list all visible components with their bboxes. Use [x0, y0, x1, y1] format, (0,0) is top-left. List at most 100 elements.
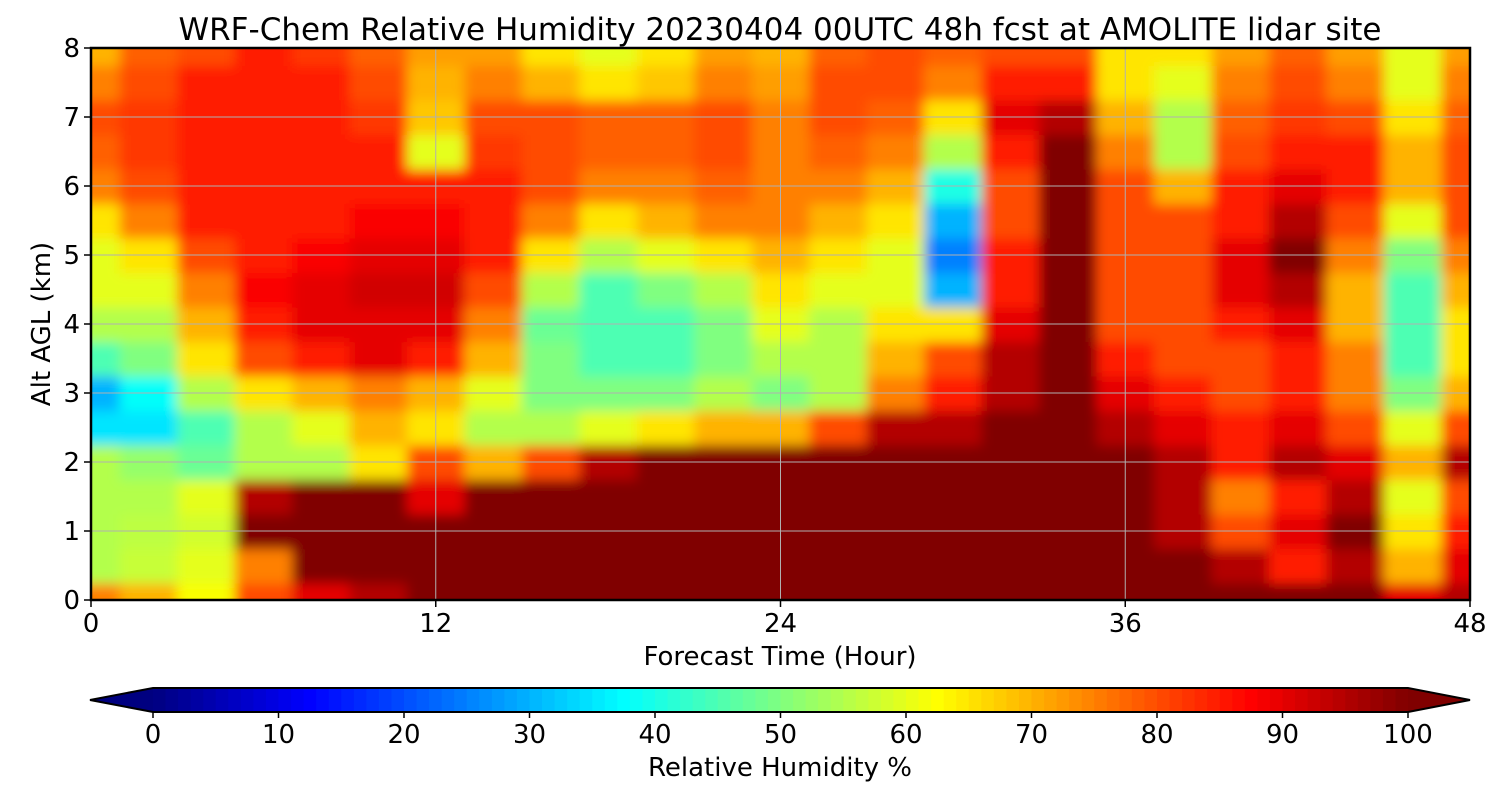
heatmap-cell — [292, 548, 351, 584]
heatmap-cell — [177, 548, 236, 584]
heatmap-cell — [349, 548, 408, 584]
heatmap-cell — [349, 341, 408, 377]
heatmap-cell — [809, 341, 868, 377]
heatmap-cell — [1383, 479, 1443, 515]
heatmap-cell — [521, 582, 581, 600]
heatmap-cell — [636, 548, 696, 584]
heatmap-cell — [91, 48, 121, 66]
heatmap-cell — [1383, 203, 1443, 239]
heatmap-cell — [464, 410, 523, 446]
colorbar-segment — [529, 688, 543, 712]
heatmap-cell — [1039, 48, 1098, 66]
heatmap-cell — [981, 548, 1040, 584]
colorbar-segment — [1018, 688, 1033, 712]
heatmap-cell — [866, 341, 925, 377]
heatmap-cell — [1154, 48, 1213, 66]
heatmap-cell — [1268, 65, 1328, 101]
colorbar-segment — [240, 688, 254, 712]
y-axis-label: Alt AGL (km) — [27, 242, 57, 406]
colorbar-segment — [1257, 688, 1271, 712]
heatmap-cell — [924, 410, 983, 446]
colorbar-tick-label: 90 — [1266, 720, 1299, 750]
x-tick-label: 0 — [83, 609, 100, 639]
heatmap-cell — [1039, 479, 1098, 515]
colorbar-segment — [203, 688, 217, 712]
heatmap-cell — [464, 48, 523, 66]
heatmap-cell — [1211, 48, 1270, 66]
heatmap-cell — [866, 272, 925, 308]
colorbar-segment — [956, 688, 970, 712]
heatmap-cell — [292, 203, 351, 239]
heatmap-cell — [1383, 134, 1443, 170]
colorbar-segment — [717, 688, 731, 712]
colorbar-segment — [1044, 688, 1058, 712]
x-tick-label: 48 — [1453, 609, 1486, 639]
heatmap-cell — [809, 272, 868, 308]
colorbar-segment — [993, 688, 1007, 712]
colorbar-segment — [981, 688, 995, 712]
heatmap-cell — [177, 272, 236, 308]
heatmap-cell — [981, 134, 1040, 170]
heatmap-cell — [234, 548, 293, 584]
heatmap-cell — [1441, 203, 1470, 239]
heatmap-cell — [1154, 410, 1213, 446]
heatmap-cell — [1326, 272, 1385, 308]
colorbar-segment — [805, 688, 819, 712]
heatmap-cell — [809, 582, 868, 600]
colorbar-extend-high — [1408, 688, 1470, 712]
colorbar-segment — [780, 688, 794, 712]
heatmap-cell — [1039, 548, 1098, 584]
heatmap-cell — [177, 203, 236, 239]
heatmap-cell — [1268, 134, 1328, 170]
colorbar-tick-label: 40 — [638, 720, 671, 750]
colorbar-segment — [278, 688, 292, 712]
heatmap-cell — [1268, 272, 1328, 308]
heatmap-cell — [1326, 48, 1385, 66]
heatmap-cell — [349, 134, 408, 170]
heatmap-cell — [234, 479, 293, 515]
colorbar-segment — [642, 688, 656, 712]
colorbar-segment — [1320, 688, 1334, 712]
heatmap-cell — [1039, 65, 1098, 101]
heatmap-cell — [809, 203, 868, 239]
heatmap-cell — [579, 134, 638, 170]
colorbar-segment — [767, 688, 782, 712]
colorbar-segment — [1169, 688, 1183, 712]
heatmap-cell — [1441, 410, 1470, 446]
colorbar-segment — [404, 688, 418, 712]
heatmap-cell — [1441, 48, 1470, 66]
heatmap-cell — [234, 134, 293, 170]
heatmap-cell — [1326, 65, 1385, 101]
heatmap-cell — [1383, 548, 1443, 584]
heatmap-cell — [119, 65, 178, 101]
heatmap-cell — [1211, 65, 1270, 101]
colorbar-segment — [1144, 688, 1158, 712]
colorbar-segment — [705, 688, 719, 712]
heatmap-cell — [464, 272, 523, 308]
colorbar-segment — [667, 688, 681, 712]
heatmap-cell — [579, 548, 638, 584]
colorbar-segments — [153, 688, 1409, 712]
heatmap-cell — [1154, 582, 1213, 600]
heatmap-cell — [1039, 134, 1098, 170]
y-tick-label: 1 — [63, 517, 80, 547]
colorbar-segment — [1269, 688, 1284, 712]
heatmap-cell — [177, 48, 236, 66]
colorbar-segment — [291, 688, 305, 712]
heatmap-cell — [1268, 48, 1328, 66]
colorbar-segment — [316, 688, 330, 712]
heatmap-cell — [464, 582, 523, 600]
heatmap-cell — [579, 272, 638, 308]
colorbar-segment — [617, 688, 631, 712]
colorbar-segment — [190, 688, 204, 712]
colorbar-segment — [592, 688, 606, 712]
heatmap-cell — [1383, 410, 1443, 446]
colorbar-segment — [692, 688, 706, 712]
heatmap-cell — [1039, 582, 1098, 600]
colorbar-segment — [1094, 688, 1108, 712]
heatmap-cell — [464, 479, 523, 515]
heatmap-cell — [1039, 272, 1098, 308]
heatmap-cell — [636, 479, 696, 515]
heatmap-cell — [177, 134, 236, 170]
colorbar-segment — [328, 688, 342, 712]
